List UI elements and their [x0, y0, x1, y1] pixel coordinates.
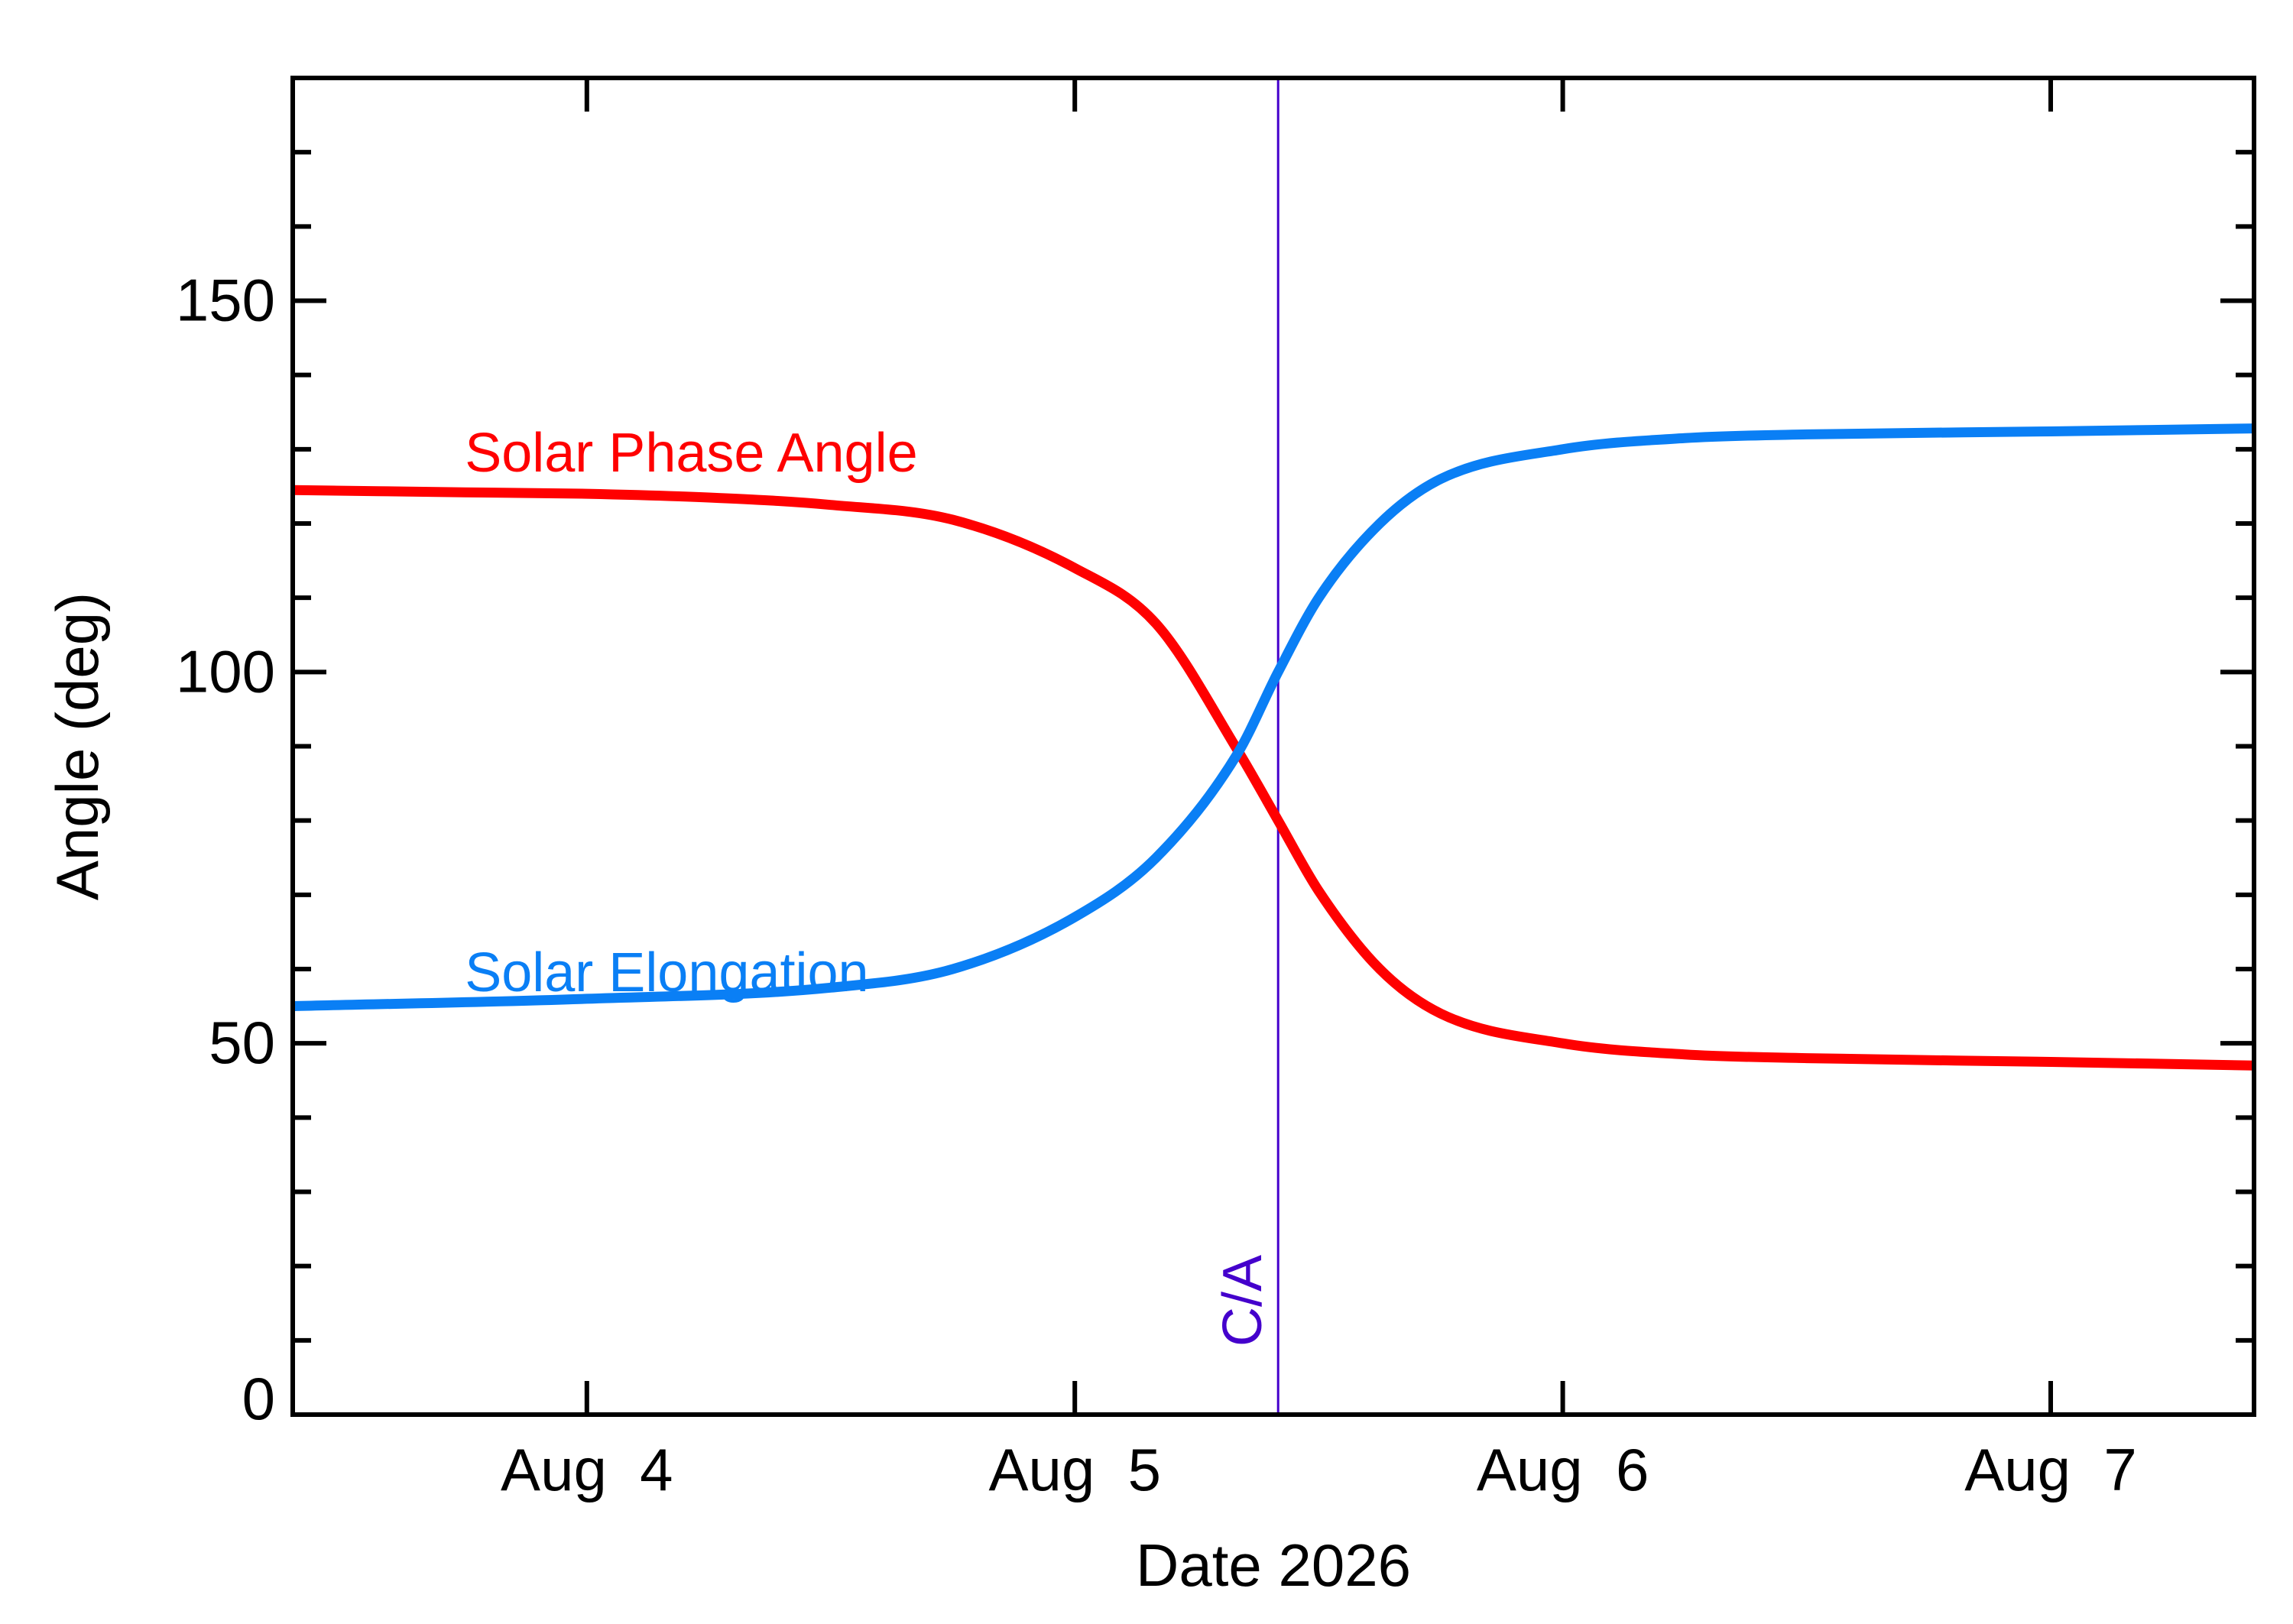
closest-approach-group: C/A: [1212, 78, 1279, 1415]
x-tick-label: Aug 4: [501, 1436, 673, 1503]
y-tick-label: 50: [209, 1009, 275, 1076]
x-tick-label: Aug 6: [1477, 1436, 1649, 1503]
x-tick-label: Aug 7: [1964, 1436, 2137, 1503]
series-label-solar-phase-angle: Solar Phase Angle: [465, 423, 917, 484]
series-line-solar-phase-angle: [292, 485, 2255, 1071]
x-axis-label: Date 2026: [1136, 1532, 1411, 1599]
closest-approach-label: C/A: [1212, 1255, 1273, 1347]
y-tick-label: 100: [176, 637, 275, 705]
series-label-solar-elongation: Solar Elongation: [465, 942, 868, 1003]
x-tick-label: Aug 5: [988, 1436, 1161, 1503]
series-labels-group: Solar Phase Angle Solar Elongation: [465, 423, 917, 1003]
series-line-solar-elongation: [292, 423, 2255, 1012]
y-tick-label: 150: [176, 267, 275, 334]
series-group: [292, 423, 2255, 1071]
y-tick-label: 0: [242, 1365, 275, 1432]
y-axis-label: Angle (deg): [44, 592, 111, 900]
plot-frame: [290, 76, 2256, 1417]
ticks-group: Aug 4 Aug 5 Aug 6 Aug 7 0 50 100 150: [176, 76, 2254, 1503]
